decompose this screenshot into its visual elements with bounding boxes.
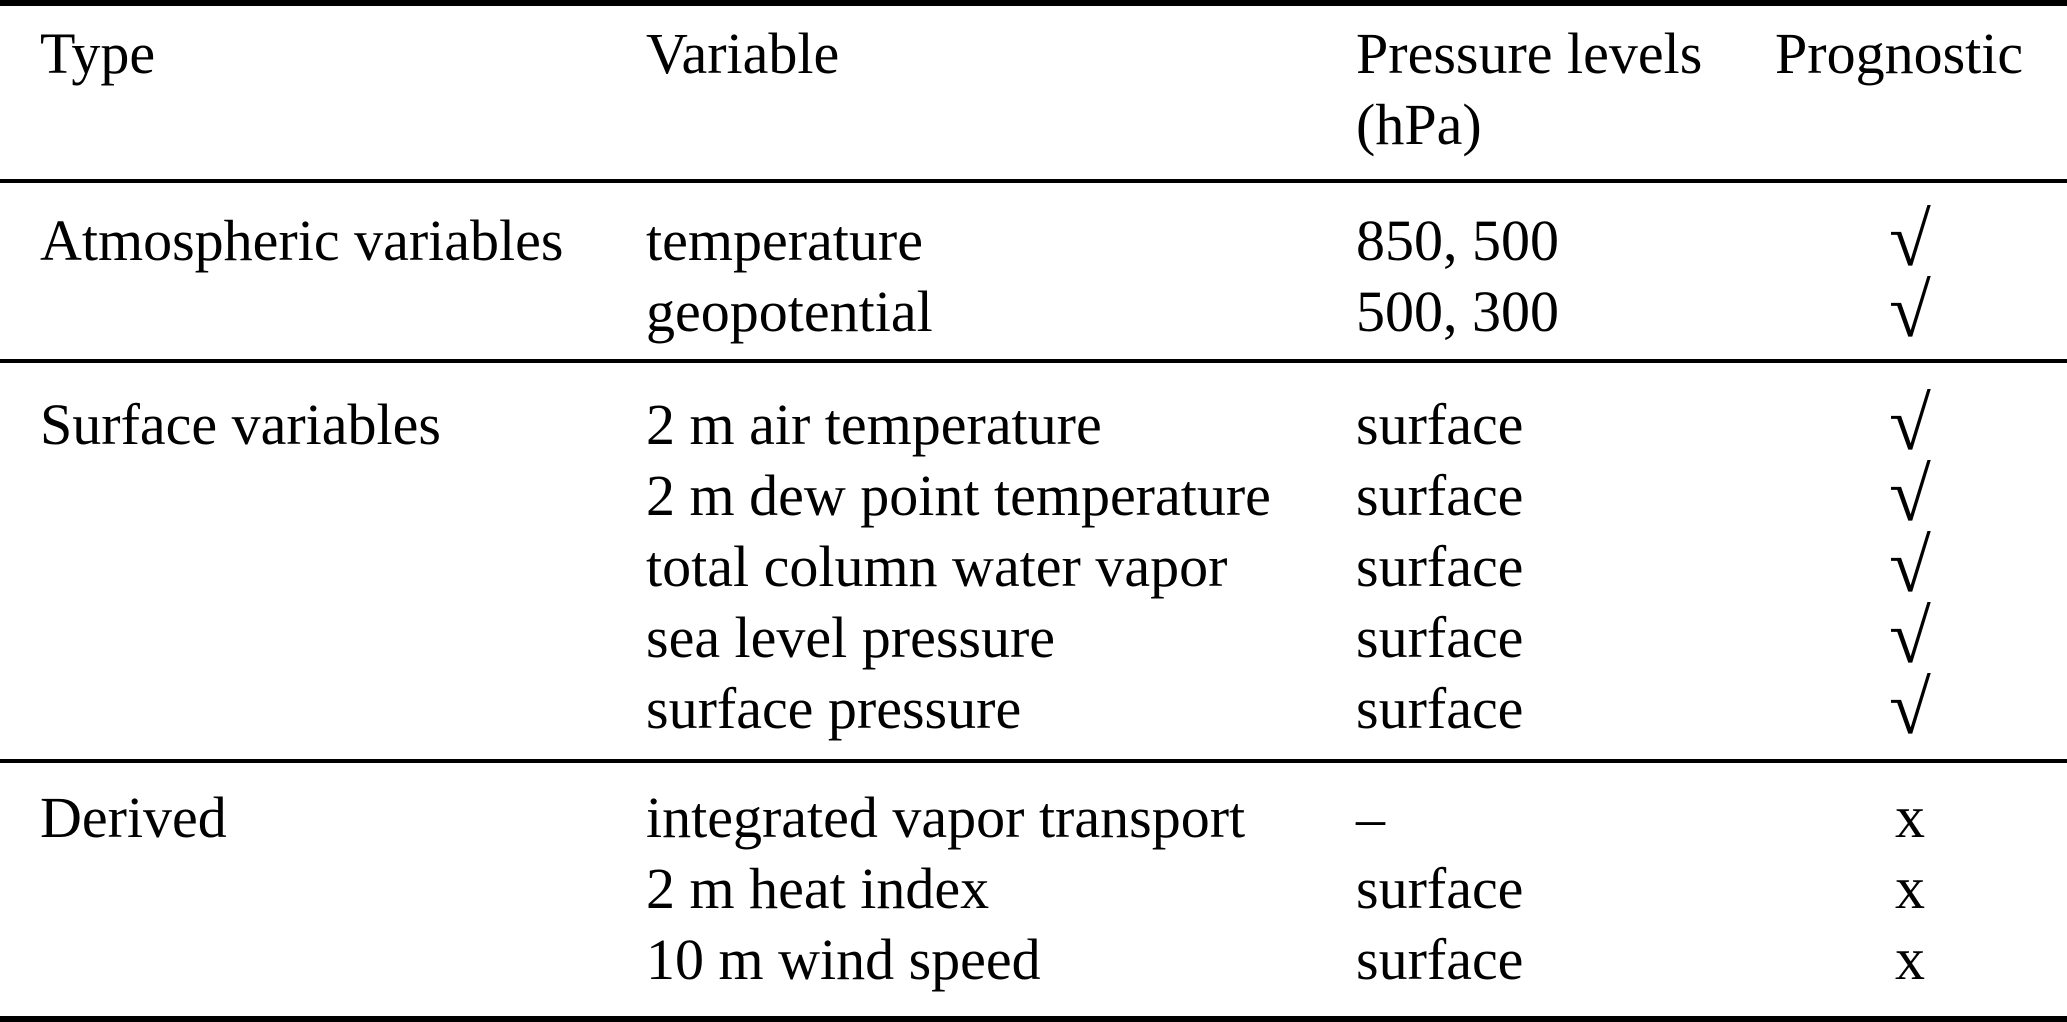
col-header-variable: Variable bbox=[646, 21, 840, 86]
variable-cell: sea level pressure bbox=[646, 605, 1056, 670]
prognostic-cell: √ bbox=[1775, 524, 2045, 608]
variable-cell: surface pressure bbox=[646, 676, 1022, 741]
variable-cell: 2 m heat index bbox=[646, 856, 990, 921]
prognostic-cell: √ bbox=[1775, 453, 2045, 537]
prognostic-cell: x bbox=[1775, 782, 2045, 853]
checkmark-icon: √ bbox=[1889, 382, 1931, 466]
prognostic-cell: √ bbox=[1775, 666, 2045, 750]
x-mark-icon: x bbox=[1895, 784, 1925, 850]
levels-cell: surface bbox=[1356, 534, 1524, 599]
prognostic-cell: √ bbox=[1775, 382, 2045, 466]
checkmark-icon: √ bbox=[1889, 453, 1931, 537]
variable-cell: 10 m wind speed bbox=[646, 927, 1041, 992]
prognostic-cell: √ bbox=[1775, 595, 2045, 679]
levels-cell: surface bbox=[1356, 856, 1524, 921]
x-mark-icon: x bbox=[1895, 926, 1925, 992]
variable-cell: integrated vapor transport bbox=[646, 785, 1246, 850]
variable-cell: temperature bbox=[646, 208, 923, 273]
prognostic-cell: x bbox=[1775, 924, 2045, 995]
levels-cell: 850, 500 bbox=[1356, 208, 1559, 273]
levels-cell: surface bbox=[1356, 676, 1524, 741]
section-surface-variables: Surface variables 2 m air temperature su… bbox=[0, 359, 2067, 759]
levels-cell: surface bbox=[1356, 463, 1524, 528]
type-cell: Derived bbox=[40, 785, 227, 850]
prognostic-cell: √ bbox=[1775, 198, 2045, 282]
checkmark-icon: √ bbox=[1889, 269, 1931, 353]
col-header-type: Type bbox=[40, 21, 156, 86]
checkmark-icon: √ bbox=[1889, 595, 1931, 679]
levels-cell: surface bbox=[1356, 392, 1524, 457]
table-header-row: Type Variable Pressure levels (hPa) Prog… bbox=[0, 6, 2067, 183]
levels-cell: 500, 300 bbox=[1356, 279, 1559, 344]
checkmark-icon: √ bbox=[1889, 198, 1931, 282]
levels-cell: – bbox=[1356, 785, 1385, 850]
section-derived: Derived integrated vapor transport – x 2… bbox=[0, 759, 2067, 1012]
col-header-pressure-levels-line2: (hPa) bbox=[1356, 92, 1482, 157]
prognostic-cell: x bbox=[1775, 853, 2045, 924]
col-header-pressure-levels-line1: Pressure levels bbox=[1356, 21, 1703, 86]
levels-cell: surface bbox=[1356, 605, 1524, 670]
checkmark-icon: √ bbox=[1889, 666, 1931, 750]
variable-cell: 2 m air temperature bbox=[646, 392, 1102, 457]
checkmark-icon: √ bbox=[1889, 524, 1931, 608]
type-cell: Atmospheric variables bbox=[40, 208, 564, 273]
x-mark-icon: x bbox=[1895, 855, 1925, 921]
variable-cell: geopotential bbox=[646, 279, 933, 344]
prognostic-cell: √ bbox=[1775, 269, 2045, 353]
levels-cell: surface bbox=[1356, 927, 1524, 992]
col-header-pressure-levels: Pressure levels (hPa) bbox=[1356, 18, 1775, 179]
col-header-prognostic: Prognostic bbox=[1775, 21, 2024, 86]
variable-cell: total column water vapor bbox=[646, 534, 1228, 599]
type-cell: Surface variables bbox=[40, 392, 441, 457]
variable-cell: 2 m dew point temperature bbox=[646, 463, 1271, 528]
section-atmospheric-variables: Atmospheric variables temperature 850, 5… bbox=[0, 183, 2067, 359]
